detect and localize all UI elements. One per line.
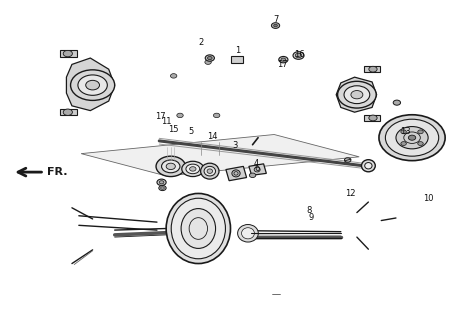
Circle shape	[160, 187, 164, 189]
Circle shape	[344, 158, 351, 162]
Circle shape	[344, 86, 370, 104]
Text: 15: 15	[168, 125, 178, 134]
Circle shape	[379, 115, 445, 161]
Circle shape	[161, 160, 180, 173]
Text: 5: 5	[189, 127, 194, 136]
Ellipse shape	[254, 167, 260, 172]
Circle shape	[418, 130, 423, 134]
Text: 1: 1	[235, 45, 240, 55]
Circle shape	[249, 173, 256, 178]
Polygon shape	[226, 166, 247, 181]
Circle shape	[171, 74, 177, 78]
Ellipse shape	[242, 228, 254, 239]
Polygon shape	[81, 134, 359, 176]
Polygon shape	[364, 66, 380, 72]
Circle shape	[63, 50, 72, 57]
Circle shape	[157, 179, 166, 186]
Text: 9: 9	[308, 213, 313, 222]
Circle shape	[86, 80, 100, 90]
Text: 6: 6	[254, 164, 260, 173]
Circle shape	[369, 115, 377, 121]
Ellipse shape	[166, 194, 230, 264]
Ellipse shape	[171, 198, 225, 259]
Ellipse shape	[237, 225, 258, 242]
Polygon shape	[59, 109, 77, 116]
Circle shape	[159, 186, 166, 191]
Ellipse shape	[232, 170, 240, 177]
Ellipse shape	[201, 163, 219, 179]
Polygon shape	[249, 164, 266, 175]
Text: 12: 12	[345, 189, 355, 198]
Ellipse shape	[181, 209, 216, 248]
Circle shape	[186, 164, 200, 174]
Circle shape	[177, 113, 183, 118]
Polygon shape	[336, 77, 377, 112]
Circle shape	[385, 119, 439, 156]
Text: 4: 4	[253, 159, 259, 168]
Circle shape	[205, 60, 211, 64]
Text: 11: 11	[161, 117, 171, 126]
Text: 13: 13	[400, 127, 410, 136]
Circle shape	[205, 55, 214, 61]
Circle shape	[408, 135, 416, 140]
Circle shape	[274, 24, 278, 27]
Text: 16: 16	[294, 50, 305, 59]
Circle shape	[78, 75, 107, 95]
Text: 8: 8	[306, 206, 311, 215]
Circle shape	[418, 142, 423, 146]
Circle shape	[293, 52, 304, 59]
Circle shape	[337, 81, 376, 108]
Circle shape	[369, 66, 377, 72]
Text: 7: 7	[274, 15, 279, 24]
Circle shape	[166, 163, 175, 170]
Ellipse shape	[204, 166, 216, 176]
Circle shape	[351, 91, 363, 99]
Polygon shape	[364, 115, 380, 121]
Text: 14: 14	[207, 132, 218, 140]
Circle shape	[213, 113, 220, 118]
Ellipse shape	[365, 163, 372, 169]
Circle shape	[159, 181, 164, 184]
Circle shape	[63, 109, 72, 116]
Circle shape	[182, 161, 204, 177]
Text: FR.: FR.	[47, 167, 67, 177]
Ellipse shape	[207, 169, 213, 173]
Circle shape	[393, 100, 401, 105]
Circle shape	[272, 23, 280, 28]
Circle shape	[281, 58, 286, 61]
Circle shape	[156, 156, 185, 177]
Circle shape	[296, 53, 302, 58]
Polygon shape	[66, 58, 115, 111]
Circle shape	[401, 142, 406, 146]
Text: 10: 10	[423, 194, 433, 203]
Polygon shape	[230, 56, 243, 63]
Ellipse shape	[361, 160, 375, 172]
Text: 17: 17	[155, 113, 166, 122]
Polygon shape	[59, 50, 77, 57]
Text: 17: 17	[277, 60, 287, 69]
Text: 2: 2	[198, 38, 203, 47]
Circle shape	[396, 126, 428, 149]
Circle shape	[71, 70, 115, 100]
Circle shape	[189, 167, 196, 171]
Circle shape	[207, 56, 212, 60]
Circle shape	[401, 130, 406, 134]
Text: 3: 3	[232, 141, 238, 150]
Circle shape	[279, 56, 288, 63]
